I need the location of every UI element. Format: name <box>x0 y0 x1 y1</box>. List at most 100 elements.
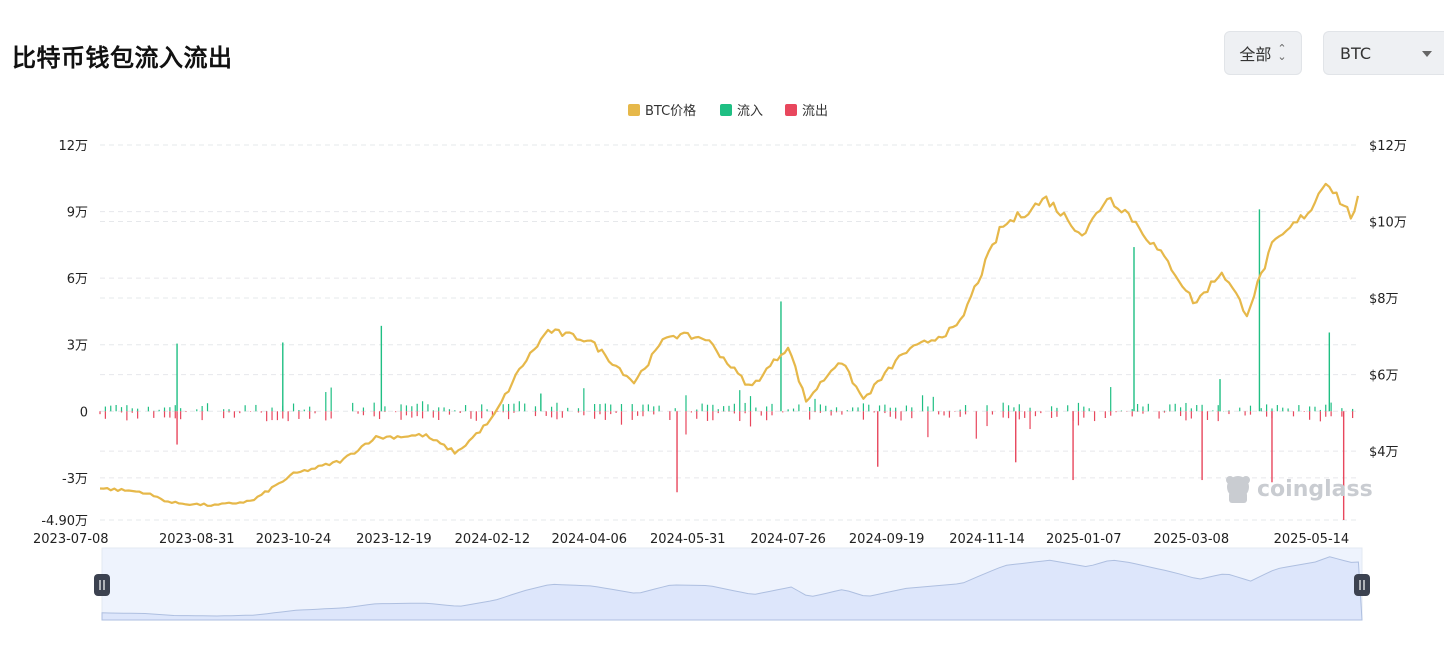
coin-select-dropdown[interactable]: BTC <box>1323 31 1444 75</box>
inflow-bar <box>1083 406 1085 412</box>
outflow-bar <box>1352 411 1354 419</box>
y-right-tick-label: $4万 <box>1369 445 1399 460</box>
outflow-bar <box>99 411 101 415</box>
inflow-bar <box>927 406 929 412</box>
outflow-bar <box>986 411 988 427</box>
outflow-bar <box>830 411 832 416</box>
inflow-bar <box>309 406 311 412</box>
y-right-tick-label: $12万 <box>1369 139 1407 154</box>
slider-left-handle[interactable] <box>94 574 110 596</box>
outflow-bar <box>1325 411 1327 417</box>
slider-right-handle[interactable] <box>1354 574 1370 596</box>
zoom-slider[interactable] <box>94 547 1370 621</box>
outflow-bar <box>782 411 784 413</box>
inflow-bar <box>131 408 133 412</box>
outflow-bar <box>282 411 284 419</box>
inflow-bar <box>1067 405 1069 412</box>
y-right-tick-label: $10万 <box>1369 216 1407 231</box>
outflow-bar <box>1206 411 1209 420</box>
outflow-bar <box>438 411 440 420</box>
outflow-bar <box>927 411 929 438</box>
outflow-bar <box>835 411 838 413</box>
inflow-bar <box>120 407 123 412</box>
inflow-bar <box>798 404 800 412</box>
outflow-bar <box>176 411 178 445</box>
inflow-bar <box>432 410 434 412</box>
inflow-bar <box>787 409 789 412</box>
outflow-bar <box>470 411 472 419</box>
inflow-bar <box>825 405 827 412</box>
outflow-bar <box>938 411 940 415</box>
outflow-bar <box>174 411 176 419</box>
inflow-bar <box>604 403 606 412</box>
inflow-bar <box>1056 407 1058 412</box>
inflow-bar <box>852 407 854 412</box>
outflow-bar <box>964 411 967 415</box>
inflow-bar <box>744 402 746 412</box>
inflow-bar <box>712 404 714 412</box>
inflow-bar <box>878 405 881 412</box>
inflow-bar <box>932 396 934 412</box>
range-label: 全部 <box>1239 45 1272 64</box>
outflow-bar <box>1115 411 1117 413</box>
inflow-bar <box>868 404 870 412</box>
y-left-tick-label: -4.90万 <box>41 514 88 529</box>
inflow-bar <box>1239 407 1241 412</box>
outflow-bar <box>1163 411 1166 413</box>
y-left-tick-label: 9万 <box>67 206 88 221</box>
inflow-bar <box>1018 404 1020 412</box>
outflow-bar <box>223 411 225 419</box>
outflow-bar <box>1266 411 1268 417</box>
range-select-button[interactable]: 全部 ⌃ ⌄ <box>1224 31 1302 75</box>
slider-preview-area <box>101 556 1363 621</box>
outflow-bar <box>717 411 719 414</box>
inflow-bar <box>330 387 332 412</box>
inflow-bar <box>556 402 558 412</box>
inflow-bar <box>610 404 612 412</box>
inflow-bar <box>481 404 483 412</box>
inflow-bar <box>373 402 375 412</box>
inflow-bar <box>1282 407 1284 412</box>
outflow-bar <box>959 411 961 417</box>
inflow-bar <box>889 407 891 412</box>
outflow-bar <box>405 411 408 416</box>
inflow-bar <box>1013 407 1015 412</box>
outflow-bar <box>550 411 553 418</box>
outflow-bar <box>884 411 886 414</box>
outflow-bar <box>126 411 128 421</box>
inflow-bar <box>174 405 176 412</box>
x-tick-label: 2023-10-24 <box>256 532 332 547</box>
inflow-bar <box>1120 410 1123 412</box>
inflow-bar <box>728 405 730 412</box>
outflow-bar <box>1131 411 1133 417</box>
outflow-bar <box>228 411 230 413</box>
outflow-bar <box>1083 411 1085 418</box>
inflow-bar <box>1133 247 1135 412</box>
outflow-bar <box>877 411 879 467</box>
outflow-bar <box>975 411 977 439</box>
outflow-bar <box>137 411 139 419</box>
inflow-bar <box>1163 410 1166 412</box>
outflow-bar <box>948 411 951 418</box>
outflow-bar <box>400 411 402 420</box>
outflow-bar <box>1249 411 1252 415</box>
inflow-bar <box>1266 404 1268 412</box>
outflow-bar <box>1228 411 1230 415</box>
outflow-bar <box>448 411 451 415</box>
outflow-bar <box>545 411 547 416</box>
outflow-bar <box>1341 411 1343 417</box>
outflow-bar <box>1077 411 1080 426</box>
outflow-bar <box>642 411 644 417</box>
outflow-bar <box>615 411 617 413</box>
outflow-bar <box>120 411 123 413</box>
outflow-bar <box>1040 411 1042 414</box>
outflow-bar <box>1136 411 1139 412</box>
inflow-bar <box>1007 405 1010 412</box>
inflow-bar <box>1298 405 1300 412</box>
outflow-bar <box>895 411 897 419</box>
outflow-bar <box>862 411 865 420</box>
inflow-bar <box>905 405 908 412</box>
inflow-bar <box>1309 406 1311 412</box>
inflow-bar <box>1287 408 1289 412</box>
inflow-bar <box>228 409 230 412</box>
